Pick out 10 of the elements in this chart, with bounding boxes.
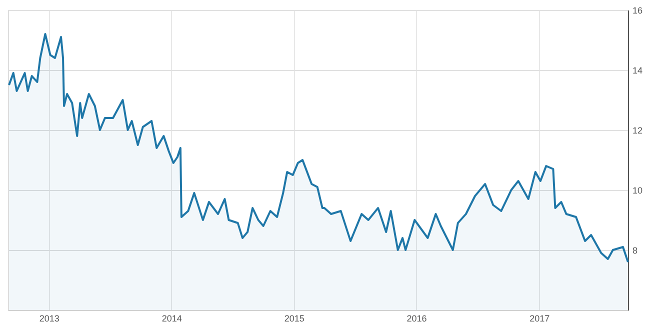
- x-tick-label: 2015: [284, 314, 304, 322]
- y-tick-label: 12: [632, 126, 643, 136]
- y-tick-label: 10: [632, 186, 643, 196]
- y-tick-label: 8: [632, 246, 638, 256]
- x-tick-label: 2017: [530, 314, 550, 322]
- y-tick-label: 16: [632, 6, 643, 16]
- x-tick-label: 2016: [406, 314, 427, 322]
- y-tick-label: 14: [632, 66, 643, 76]
- x-tick-label: 2014: [162, 314, 182, 322]
- x-tick-label: 2013: [39, 314, 60, 322]
